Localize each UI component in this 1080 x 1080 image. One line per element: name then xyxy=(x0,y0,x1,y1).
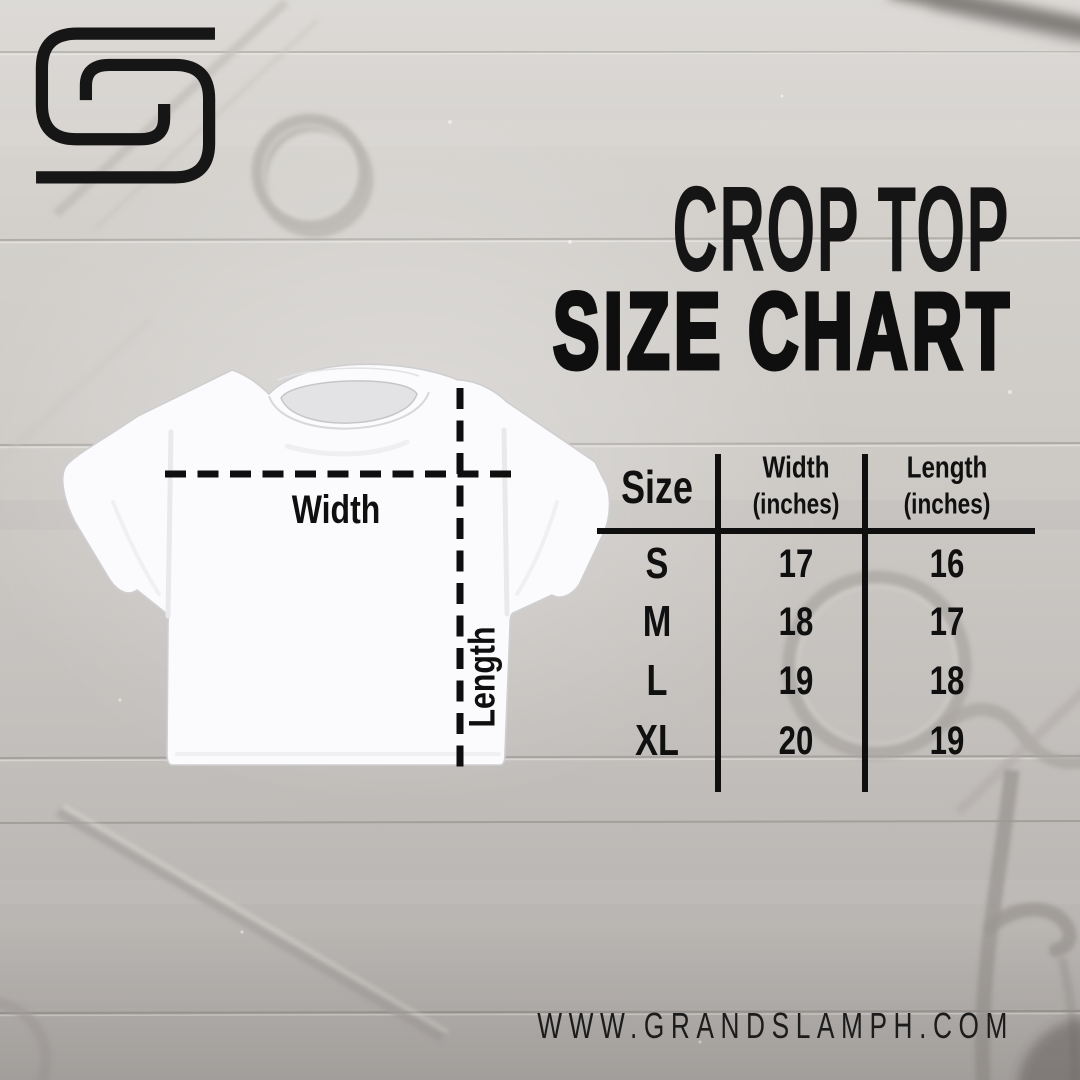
table-row-l-length: 18 xyxy=(929,659,965,703)
table-row-m-size: M xyxy=(642,597,672,646)
corner-shadows xyxy=(898,0,1080,1080)
table-row-xl-length: 19 xyxy=(929,719,965,763)
column-header-length-units: (inches) xyxy=(903,488,991,521)
crop-top-illustration xyxy=(61,363,611,770)
table-row-xl-width: 20 xyxy=(778,719,814,763)
table-row-m-length: 17 xyxy=(929,600,965,644)
table-row-s-size: S xyxy=(645,539,669,588)
poster-title-product: CROP TOP xyxy=(672,161,1010,297)
table-row-l-width: 19 xyxy=(778,659,814,703)
table-divider-horizontal xyxy=(597,528,1035,534)
table-divider-vertical-1 xyxy=(715,454,721,792)
brand-logo xyxy=(30,18,222,199)
shirt-collar xyxy=(268,367,430,430)
poster-title-size-chart: SIZE CHART xyxy=(551,270,1013,391)
website-url: WWW.GRANDSLAMPH.COM xyxy=(537,1005,1014,1046)
table-row-m-width: 18 xyxy=(778,600,814,644)
table-row-xl-size: XL xyxy=(635,716,679,765)
table-row-s-width: 17 xyxy=(778,542,814,586)
grand-slam-monogram-icon xyxy=(35,27,216,184)
table-divider-vertical-2 xyxy=(862,454,868,792)
column-header-width-units: (inches) xyxy=(752,488,840,521)
table-row-l-size: L xyxy=(646,656,668,705)
size-table: Size Width (inches) Length (inches) S 17… xyxy=(597,445,1035,797)
table-row-s-length: 16 xyxy=(929,542,965,586)
column-header-size: Size xyxy=(621,461,693,513)
column-header-width: Width xyxy=(762,449,830,485)
shirt-body xyxy=(61,363,611,766)
column-header-length: Length xyxy=(906,449,988,485)
width-measure-label: Width xyxy=(291,488,381,532)
measurement-guides xyxy=(165,388,513,770)
wood-plank-seams xyxy=(0,51,1080,1017)
length-measure-label: Length xyxy=(461,626,503,728)
